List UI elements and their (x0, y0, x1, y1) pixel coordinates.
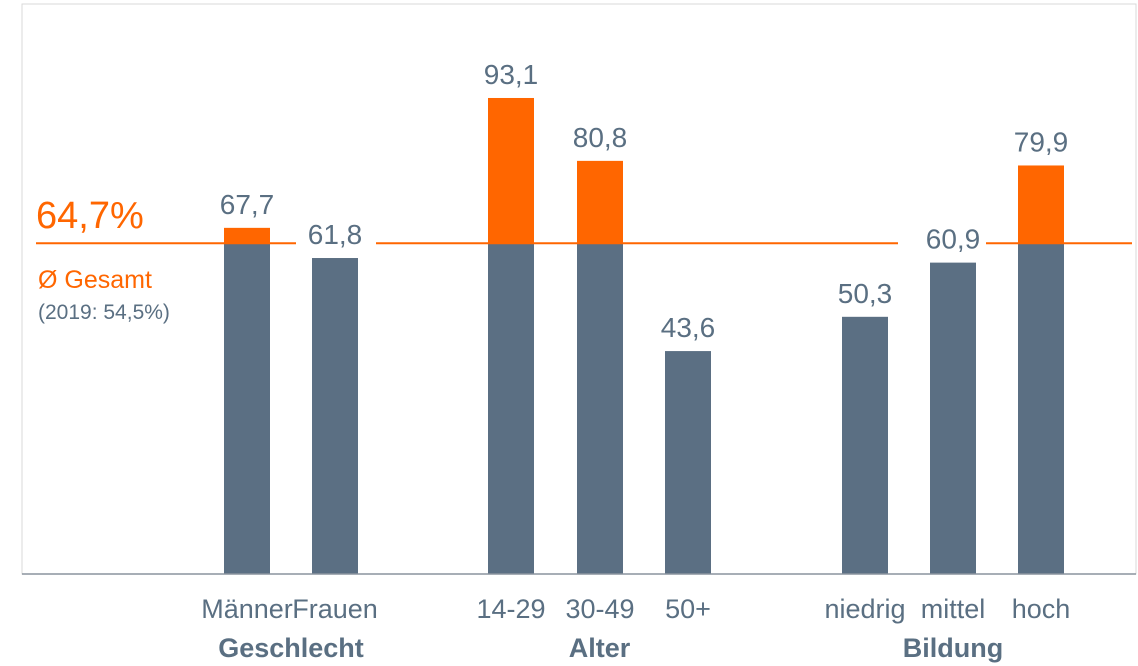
category-label: 30-49 (565, 594, 634, 624)
value-label: 50,3 (838, 278, 893, 309)
value-label: 67,7 (220, 189, 275, 220)
category-label: mittel (921, 594, 986, 624)
labels-layer: 67,7 Männer 61,8 Frauen 93,1 14-29 80,8 30-49 43… (201, 59, 1070, 663)
bar-above-average-segment (224, 227, 270, 244)
category-label: Männer (201, 594, 293, 624)
bars-layer (224, 97, 1064, 574)
value-label: 60,9 (926, 224, 981, 255)
bar-50+ (665, 351, 711, 574)
reference-caption: Ø Gesamt (38, 266, 152, 294)
reference-previous-year: (2019: 54,5%) (38, 301, 170, 324)
value-label: 43,6 (661, 312, 716, 343)
category-label: Frauen (292, 594, 378, 624)
bar-30-49 (577, 160, 623, 574)
value-label: 80,8 (573, 122, 628, 153)
bar-segment (842, 316, 888, 574)
value-label: 93,1 (484, 59, 539, 90)
bar-Männer (224, 227, 270, 574)
bar-hoch (1018, 165, 1064, 574)
bar-14-29 (488, 97, 534, 574)
bar-segment (665, 351, 711, 574)
bar-segment (930, 262, 976, 574)
reference-value-label: 64,7% (36, 195, 144, 237)
bar-base-segment (488, 243, 534, 574)
category-label: 14-29 (476, 594, 545, 624)
bar-above-average-segment (1018, 165, 1064, 244)
category-label: 50+ (665, 594, 711, 624)
group-label: Geschlecht (218, 633, 364, 663)
bar-base-segment (577, 243, 623, 574)
bar-above-average-segment (577, 160, 623, 244)
bar-segment (312, 258, 358, 574)
group-label: Alter (569, 633, 631, 663)
bar-above-average-segment (488, 97, 534, 244)
group-label: Bildung (903, 633, 1003, 663)
bar-niedrig (842, 316, 888, 574)
bar-base-segment (1018, 243, 1064, 574)
bar-Frauen (312, 258, 358, 574)
category-label: hoch (1012, 594, 1071, 624)
bar-base-segment (224, 243, 270, 574)
category-label: niedrig (824, 594, 905, 624)
bar-mittel (930, 262, 976, 574)
value-label: 61,8 (308, 219, 363, 250)
value-label: 79,9 (1014, 126, 1069, 157)
